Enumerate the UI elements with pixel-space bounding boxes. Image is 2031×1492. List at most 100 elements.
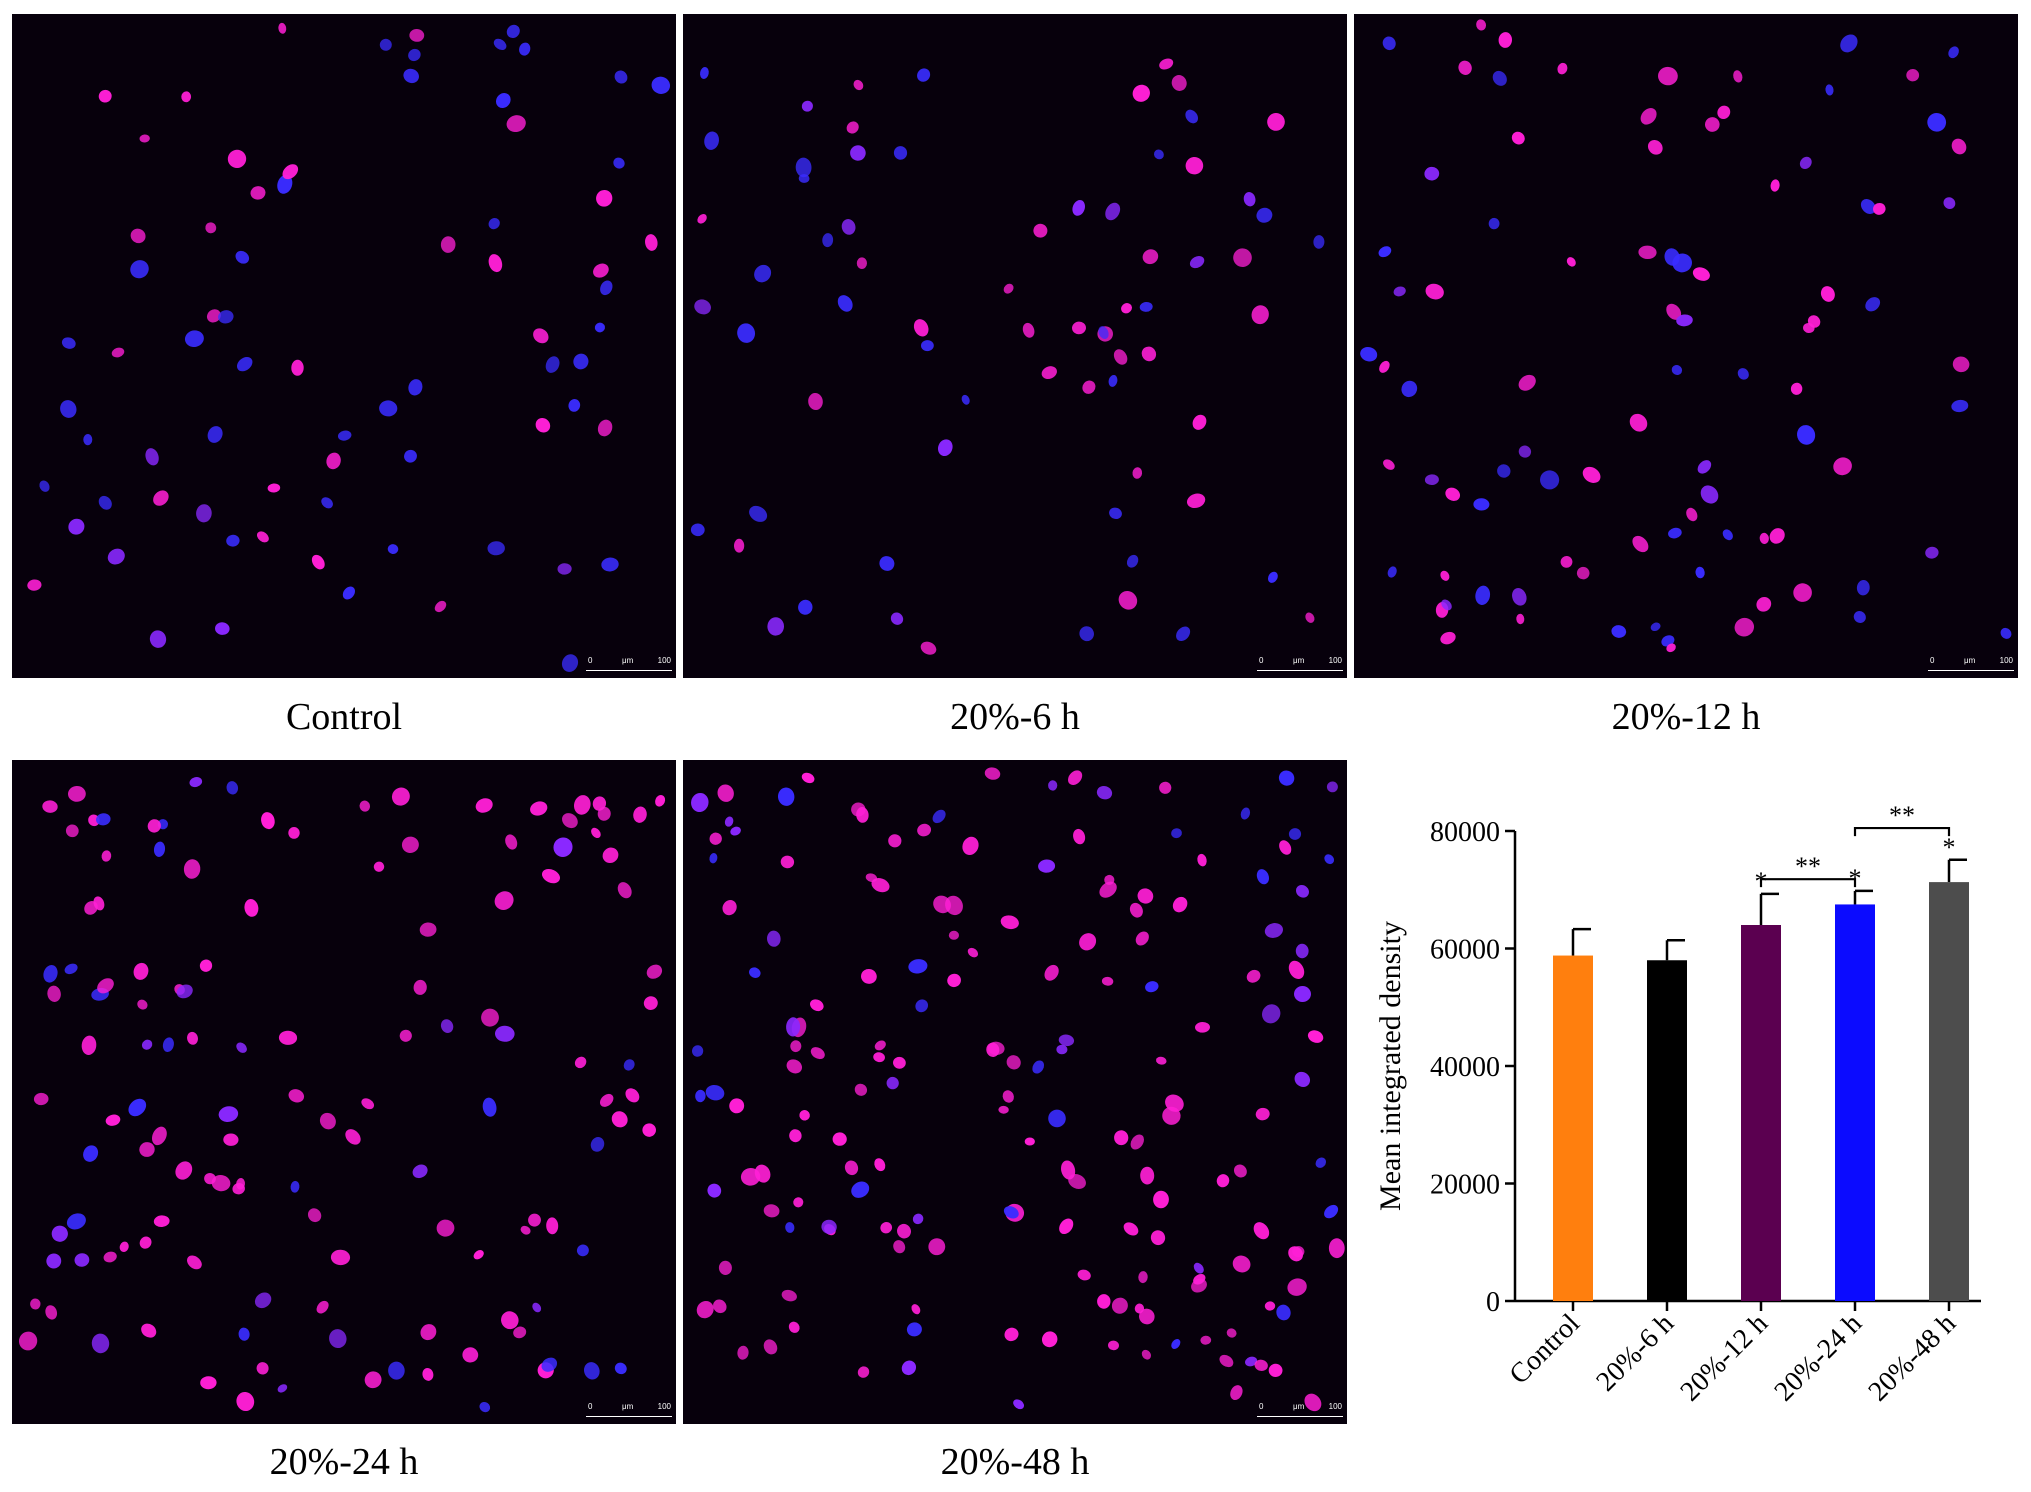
cell-nucleus — [1511, 131, 1525, 145]
cell-nucleus — [696, 1300, 714, 1319]
cell-nucleus — [1676, 314, 1693, 327]
cell-nucleus — [337, 430, 352, 441]
cell-nucleus — [1770, 179, 1780, 192]
cell-nucleus — [364, 1371, 382, 1389]
cell-nucleus — [404, 449, 417, 463]
cell-nucleus — [1473, 498, 1490, 511]
cell-nucleus — [1033, 223, 1048, 238]
cell-nucleus — [1041, 1331, 1058, 1348]
cell-nucleus — [151, 1126, 167, 1146]
cell-nucleus — [913, 319, 929, 337]
cell-nucleus — [1195, 1021, 1210, 1033]
cell-nucleus — [488, 254, 503, 273]
cell-nucleus — [130, 260, 149, 279]
cell-nucleus — [1145, 981, 1159, 993]
cell-nucleus — [724, 816, 734, 827]
cell-nucleus — [107, 548, 125, 565]
cell-nucleus — [96, 813, 111, 826]
cell-nucleus — [846, 121, 859, 134]
cell-nucleus — [81, 1035, 97, 1055]
cell-nucleus — [789, 1129, 802, 1143]
cell-nucleus — [921, 340, 934, 352]
cell-nucleus — [599, 1093, 614, 1107]
cell-nucleus — [1073, 828, 1086, 845]
cell-nucleus — [61, 337, 76, 349]
cell-nucleus — [291, 359, 304, 376]
cell-nucleus — [506, 24, 520, 39]
cell-nucleus — [481, 1008, 499, 1027]
y-axis-title: Mean integrated density — [1374, 921, 1407, 1211]
cell-nucleus — [1013, 1399, 1025, 1410]
cell-nucleus — [781, 1289, 797, 1302]
cell-nucleus — [181, 91, 192, 103]
cell-nucleus — [1769, 528, 1785, 544]
cell-nucleus — [1245, 1356, 1258, 1367]
cell-nucleus — [506, 115, 526, 133]
cell-nucleus — [808, 393, 823, 410]
cell-nucleus — [733, 538, 745, 553]
cell-nucleus — [856, 257, 868, 269]
cell-nucleus — [1255, 1107, 1270, 1121]
cell-nucleus — [1951, 399, 1969, 413]
cell-nucleus — [1324, 1204, 1339, 1219]
cell-nucleus — [128, 1098, 147, 1117]
cell-nucleus — [223, 1133, 239, 1146]
cell-nucleus — [1139, 301, 1153, 312]
panel-caption: 20%-6 h — [950, 696, 1080, 738]
cell-nucleus — [874, 1040, 886, 1051]
cell-nucleus — [737, 323, 756, 343]
nuclei-layer — [690, 58, 1325, 655]
cell-nucleus — [962, 836, 979, 856]
cell-nucleus — [906, 1322, 922, 1337]
cell-nucleus — [226, 781, 239, 795]
cell-nucleus — [1925, 546, 1939, 559]
cell-nucleus — [861, 968, 877, 984]
cell-nucleus — [1498, 32, 1513, 48]
cell-nucleus — [591, 827, 601, 839]
cell-nucleus — [1475, 585, 1491, 605]
cell-nucleus — [691, 792, 709, 813]
cell-nucleus — [93, 896, 105, 911]
cell-nucleus — [786, 1017, 801, 1037]
cell-nucleus — [1130, 1134, 1144, 1150]
cell-nucleus — [2000, 627, 2012, 639]
cell-nucleus — [1191, 1278, 1207, 1293]
cell-nucleus — [74, 1253, 90, 1267]
cell-nucleus — [27, 579, 42, 591]
cell-nucleus — [1268, 571, 1278, 583]
cell-nucleus — [532, 1302, 542, 1313]
cell-nucleus — [1666, 303, 1682, 320]
micrograph-24h: 0 μm 100 — [12, 760, 676, 1424]
cell-nucleus — [1497, 464, 1511, 478]
cell-nucleus — [184, 330, 204, 348]
cell-nucleus — [854, 1083, 868, 1096]
panel-caption: 20%-24 h — [269, 1441, 419, 1483]
cell-nucleus — [1671, 365, 1683, 375]
cell-nucleus — [1186, 493, 1206, 509]
cell-nucleus — [236, 356, 253, 372]
cell-nucleus — [576, 1244, 589, 1257]
cell-nucleus — [1232, 1255, 1251, 1273]
cell-nucleus — [98, 89, 112, 103]
cell-nucleus — [244, 899, 259, 917]
cell-nucleus — [790, 1040, 802, 1053]
cell-nucleus — [1686, 507, 1698, 522]
cell-nucleus — [1132, 84, 1150, 102]
panel-caption: Control — [285, 696, 403, 738]
cell-nucleus — [1162, 1106, 1181, 1125]
cell-nucleus — [1717, 105, 1731, 119]
cell-nucleus — [788, 1321, 800, 1333]
cell-nucleus — [1326, 781, 1338, 793]
cell-nucleus — [403, 68, 419, 84]
cell-nucleus — [236, 1042, 247, 1053]
y-tick-label: 20000 — [1430, 1170, 1500, 1201]
cell-nucleus — [200, 1376, 217, 1390]
cell-nucleus — [68, 518, 85, 535]
cell-nucleus — [1262, 1004, 1281, 1024]
cell-nucleus — [145, 448, 159, 466]
cell-nucleus — [215, 622, 230, 635]
x-tick-label: Control — [1504, 1308, 1587, 1391]
cell-nucleus — [786, 1059, 803, 1074]
cell-nucleus — [645, 234, 658, 251]
cell-nucleus — [561, 654, 579, 672]
